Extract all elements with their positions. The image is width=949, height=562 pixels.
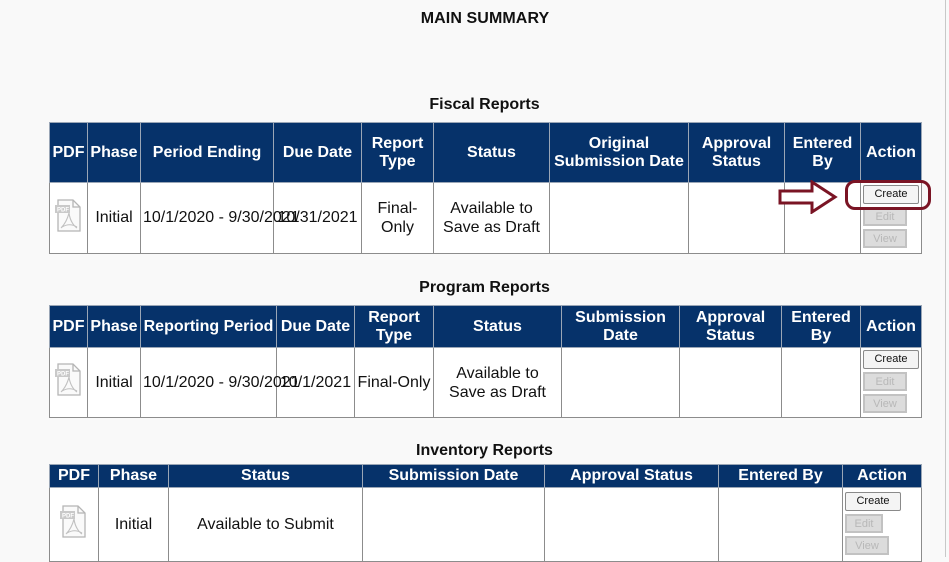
col-header-submission-date: Submission Date (561, 305, 680, 348)
inventory-reports-title: Inventory Reports (416, 442, 553, 459)
col-header-period-ending: Period Ending (140, 122, 274, 183)
col-header-submission-date: Submission Date (362, 464, 545, 488)
original-submission-date-cell (549, 182, 689, 254)
phase-cell: Initial (87, 182, 141, 254)
view-button[interactable]: View (863, 393, 907, 413)
svg-text:PDF: PDF (62, 514, 74, 520)
col-header-phase: Phase (87, 305, 141, 348)
col-header-pdf: PDF (49, 305, 88, 348)
approval-status-cell (544, 487, 719, 562)
col-header-approval-status: Approval Status (544, 464, 719, 488)
col-header-due-date: Due Date (273, 122, 362, 183)
col-header-action: Action (860, 122, 922, 183)
action-cell: Create Edit View (842, 487, 922, 562)
pdf-cell[interactable]: PDF (49, 487, 99, 562)
action-cell: Create Edit View (860, 347, 922, 418)
create-button[interactable]: Create (863, 185, 919, 204)
submission-date-cell (561, 347, 680, 418)
table-row: PDF Initial Available to Submit Create E… (49, 487, 922, 562)
create-button[interactable]: Create (863, 349, 919, 369)
table-header-row: PDF Phase Reporting Period Due Date Repo… (49, 305, 922, 348)
program-reports-table: PDF Phase Reporting Period Due Date Repo… (49, 305, 922, 418)
pdf-cell[interactable]: PDF (49, 182, 88, 254)
pdf-file-icon[interactable]: PDF (54, 363, 84, 397)
create-button-highlight (845, 180, 931, 210)
pdf-file-icon[interactable]: PDF (59, 505, 89, 539)
col-header-status: Status (168, 464, 363, 488)
view-button[interactable]: View (863, 229, 907, 248)
edit-button[interactable]: Edit (863, 371, 907, 391)
col-header-pdf: PDF (49, 464, 99, 488)
status-cell: Available to Submit (168, 487, 363, 562)
col-header-status: Status (433, 305, 562, 348)
pdf-cell[interactable]: PDF (49, 347, 88, 418)
col-header-report-type: Report Type (354, 305, 434, 348)
report-type-cell: Final-Only (361, 182, 434, 254)
due-date-cell: 10/1/2021 (276, 347, 355, 418)
col-header-pdf: PDF (49, 122, 88, 183)
edit-button[interactable]: Edit (845, 513, 883, 533)
fiscal-reports-table: PDF Phase Period Ending Due Date Report … (49, 122, 922, 254)
col-header-phase: Phase (87, 122, 141, 183)
approval-status-cell (688, 182, 785, 254)
col-header-original-submission-date: Original Submission Date (549, 122, 689, 183)
phase-cell: Initial (98, 487, 169, 562)
view-button[interactable]: View (845, 535, 889, 555)
page-scrollbar-edge (945, 0, 946, 557)
col-header-entered-by: Entered By (781, 305, 861, 348)
reporting-period-cell: 10/1/2020 - 9/30/2021 (140, 347, 300, 418)
col-header-approval-status: Approval Status (679, 305, 782, 348)
col-header-approval-status: Approval Status (688, 122, 785, 183)
col-header-report-type: Report Type (361, 122, 434, 183)
col-header-entered-by: Entered By (784, 122, 861, 183)
period-ending-cell: 10/1/2020 - 9/30/2021 (140, 182, 300, 254)
status-cell: Available to Save as Draft (433, 347, 562, 418)
svg-text:PDF: PDF (57, 372, 69, 378)
col-header-reporting-period: Reporting Period (140, 305, 277, 348)
submission-date-cell (362, 487, 545, 562)
create-button[interactable]: Create (845, 491, 901, 511)
col-header-entered-by: Entered By (718, 464, 843, 488)
status-cell: Available to Save as Draft (433, 182, 550, 254)
col-header-status: Status (433, 122, 550, 183)
entered-by-cell (781, 347, 861, 418)
svg-text:PDF: PDF (57, 207, 69, 213)
fiscal-reports-title: Fiscal Reports (429, 96, 540, 113)
right-arrow-outline-icon (778, 180, 838, 214)
approval-status-cell (679, 347, 782, 418)
action-cell: Create Edit View (860, 182, 922, 254)
program-reports-title: Program Reports (419, 279, 550, 296)
col-header-action: Action (860, 305, 922, 348)
due-date-cell: 10/31/2021 (273, 182, 362, 254)
table-row: PDF Initial 10/1/2020 - 9/30/2021 10/1/2… (49, 347, 922, 418)
phase-cell: Initial (87, 347, 141, 418)
inventory-reports-table: PDF Phase Status Submission Date Approva… (49, 464, 922, 562)
col-header-action: Action (842, 464, 922, 488)
report-type-cell: Final-Only (354, 347, 434, 418)
page-title: MAIN SUMMARY (420, 10, 550, 27)
table-header-row: PDF Phase Status Submission Date Approva… (49, 464, 922, 488)
table-header-row: PDF Phase Period Ending Due Date Report … (49, 122, 922, 183)
col-header-due-date: Due Date (276, 305, 355, 348)
pdf-file-icon[interactable]: PDF (54, 198, 84, 233)
entered-by-cell (718, 487, 843, 562)
col-header-phase: Phase (98, 464, 169, 488)
